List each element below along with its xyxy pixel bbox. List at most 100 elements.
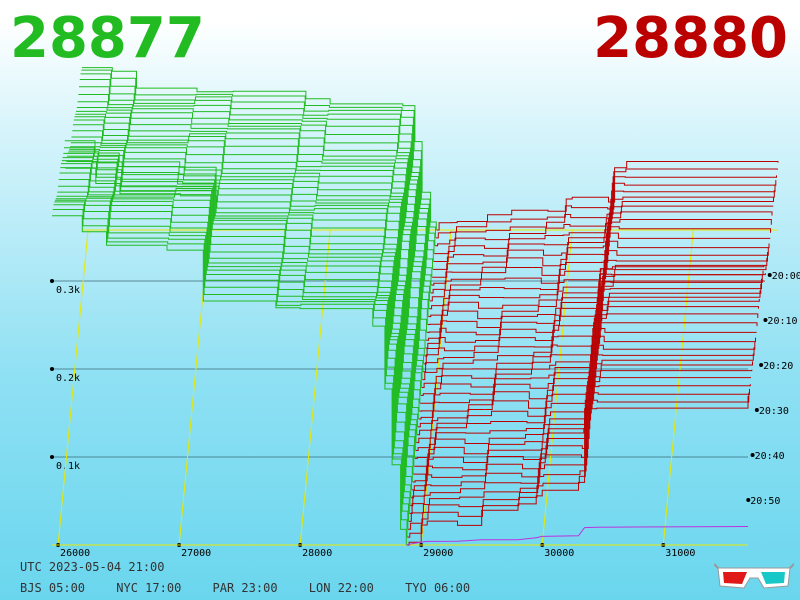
time-tick-label: 20:30	[759, 406, 789, 417]
bid-depth-slice	[64, 140, 420, 412]
ask-depth-slice	[410, 369, 753, 507]
x-tick-label: 31000	[665, 548, 695, 559]
ask-depth-slice	[406, 396, 749, 546]
bid-depth-slice	[61, 160, 417, 443]
y-tick-marker	[50, 367, 54, 371]
ask-depth-slice	[429, 219, 772, 302]
bid-depth-slice	[54, 201, 409, 522]
x-gridline	[57, 229, 89, 546]
bid-depth-slice	[71, 136, 427, 341]
3d-glasses-icon[interactable]	[714, 560, 794, 594]
bid-depth-slice	[58, 179, 414, 475]
ask-depth-slice	[407, 392, 750, 538]
bid-depth-slice	[62, 157, 418, 435]
ask-depth-slice	[421, 270, 764, 388]
ask-depth-slice	[428, 232, 771, 318]
bid-depth-slice	[76, 107, 432, 286]
bid-depth-slice	[77, 101, 433, 278]
y-tick-label: 0.3k	[56, 285, 80, 296]
bid-depth-slice	[68, 150, 424, 372]
x-tick-label: 27000	[181, 548, 211, 559]
bid-depth-slice	[67, 155, 422, 388]
city-times: BJS 05:00 NYC 17:00 PAR 23:00 LON 22:00 …	[20, 581, 494, 595]
ask-depth-slice	[436, 161, 779, 231]
x-tick-label: 30000	[544, 548, 574, 559]
ask-front-baseline	[406, 526, 749, 546]
ask-depth-slice	[408, 388, 750, 530]
chart-plot: 0.1k 0.2k 0.3k 26000 27000 28000 29000 30000 310…	[50, 67, 800, 559]
time-tick-marker	[750, 453, 755, 457]
time-tick-label: 20:40	[755, 451, 785, 462]
y-tick-label: 0.1k	[56, 461, 80, 472]
bid-depth-slice	[79, 79, 435, 254]
bid-depth-slice	[75, 113, 430, 301]
ask-depth-slice	[411, 361, 753, 499]
bid-price: 28877	[10, 6, 205, 71]
city-time-nyc: NYC 17:00	[116, 581, 182, 595]
bid-depth-slice	[53, 204, 409, 530]
bid-depth-slice	[74, 116, 430, 309]
bid-depth-slice	[72, 130, 427, 333]
bid-depth-slice	[70, 146, 425, 356]
ask-depth-slice	[435, 168, 778, 239]
bid-depth-slice	[64, 147, 419, 419]
bid-depth-slice	[70, 142, 426, 349]
bid-depth-slice	[82, 67, 437, 230]
bid-depth-slice	[56, 195, 412, 498]
x-tick-label: 28000	[302, 548, 332, 559]
bid-depth-slice	[61, 163, 416, 451]
time-tick-label: 20:50	[750, 496, 780, 507]
ask-depth-slice	[424, 265, 767, 357]
bid-depth-slice	[59, 172, 415, 467]
ask-depth-slice	[422, 265, 765, 381]
bid-depth-slice	[52, 209, 408, 538]
ask-depth-slice	[429, 226, 771, 310]
bid-depth-slice	[63, 152, 418, 427]
ask-depth-slice	[426, 252, 768, 341]
time-tick-marker	[763, 318, 768, 322]
ask-depth-slice	[435, 175, 777, 247]
time-tick-label: 20:10	[767, 316, 797, 327]
utc-time: UTC 2023-05-04 21:00	[20, 560, 165, 574]
city-time-lon: LON 22:00	[308, 581, 374, 595]
ask-depth-slice	[411, 353, 754, 491]
time-tick-label: 20:00	[772, 271, 800, 282]
bid-depth-slice	[57, 191, 412, 490]
y-tick-marker	[50, 279, 54, 283]
ask-price: 28880	[593, 6, 788, 71]
ask-depth-slice	[423, 280, 765, 373]
time-tick-label: 20:20	[763, 361, 793, 372]
bid-depth-slice	[76, 110, 431, 293]
bid-depth-slice	[81, 69, 436, 238]
ask-depth-slice	[425, 257, 768, 349]
bid-depth-slice	[52, 215, 407, 545]
x-tick-label: 26000	[60, 548, 90, 559]
x-gridline	[299, 229, 331, 546]
bid-depth-slice	[55, 198, 411, 506]
bid-depth-slice	[73, 119, 429, 317]
time-tick-marker	[767, 273, 772, 277]
city-time-par: PAR 23:00	[212, 581, 278, 595]
bid-depth-slice	[73, 124, 428, 325]
ask-depth-slice	[414, 328, 757, 459]
bid-depth-slice	[67, 152, 423, 380]
ask-depth-slice	[427, 240, 770, 325]
bid-depth-slice	[66, 161, 421, 396]
time-tick-marker	[759, 363, 764, 367]
bid-depth-slice	[79, 86, 434, 262]
ask-depth-slice	[430, 211, 773, 294]
bid-depth-slice	[69, 148, 424, 364]
bid-depth-slice	[80, 73, 436, 246]
y-tick-marker	[50, 455, 54, 459]
ask-depth-slice	[431, 205, 774, 286]
bid-depth-slice	[60, 167, 415, 459]
bid-depth-slice	[78, 94, 433, 270]
bid-depth-slice	[58, 185, 413, 482]
time-tick-marker	[754, 408, 759, 412]
city-time-tyo: TYO 06:00	[405, 581, 471, 595]
bid-depth-slice	[65, 167, 421, 404]
y-tick-label: 0.2k	[56, 373, 80, 384]
x-gridline	[541, 229, 573, 546]
city-time-bjs: BJS 05:00	[20, 581, 86, 595]
